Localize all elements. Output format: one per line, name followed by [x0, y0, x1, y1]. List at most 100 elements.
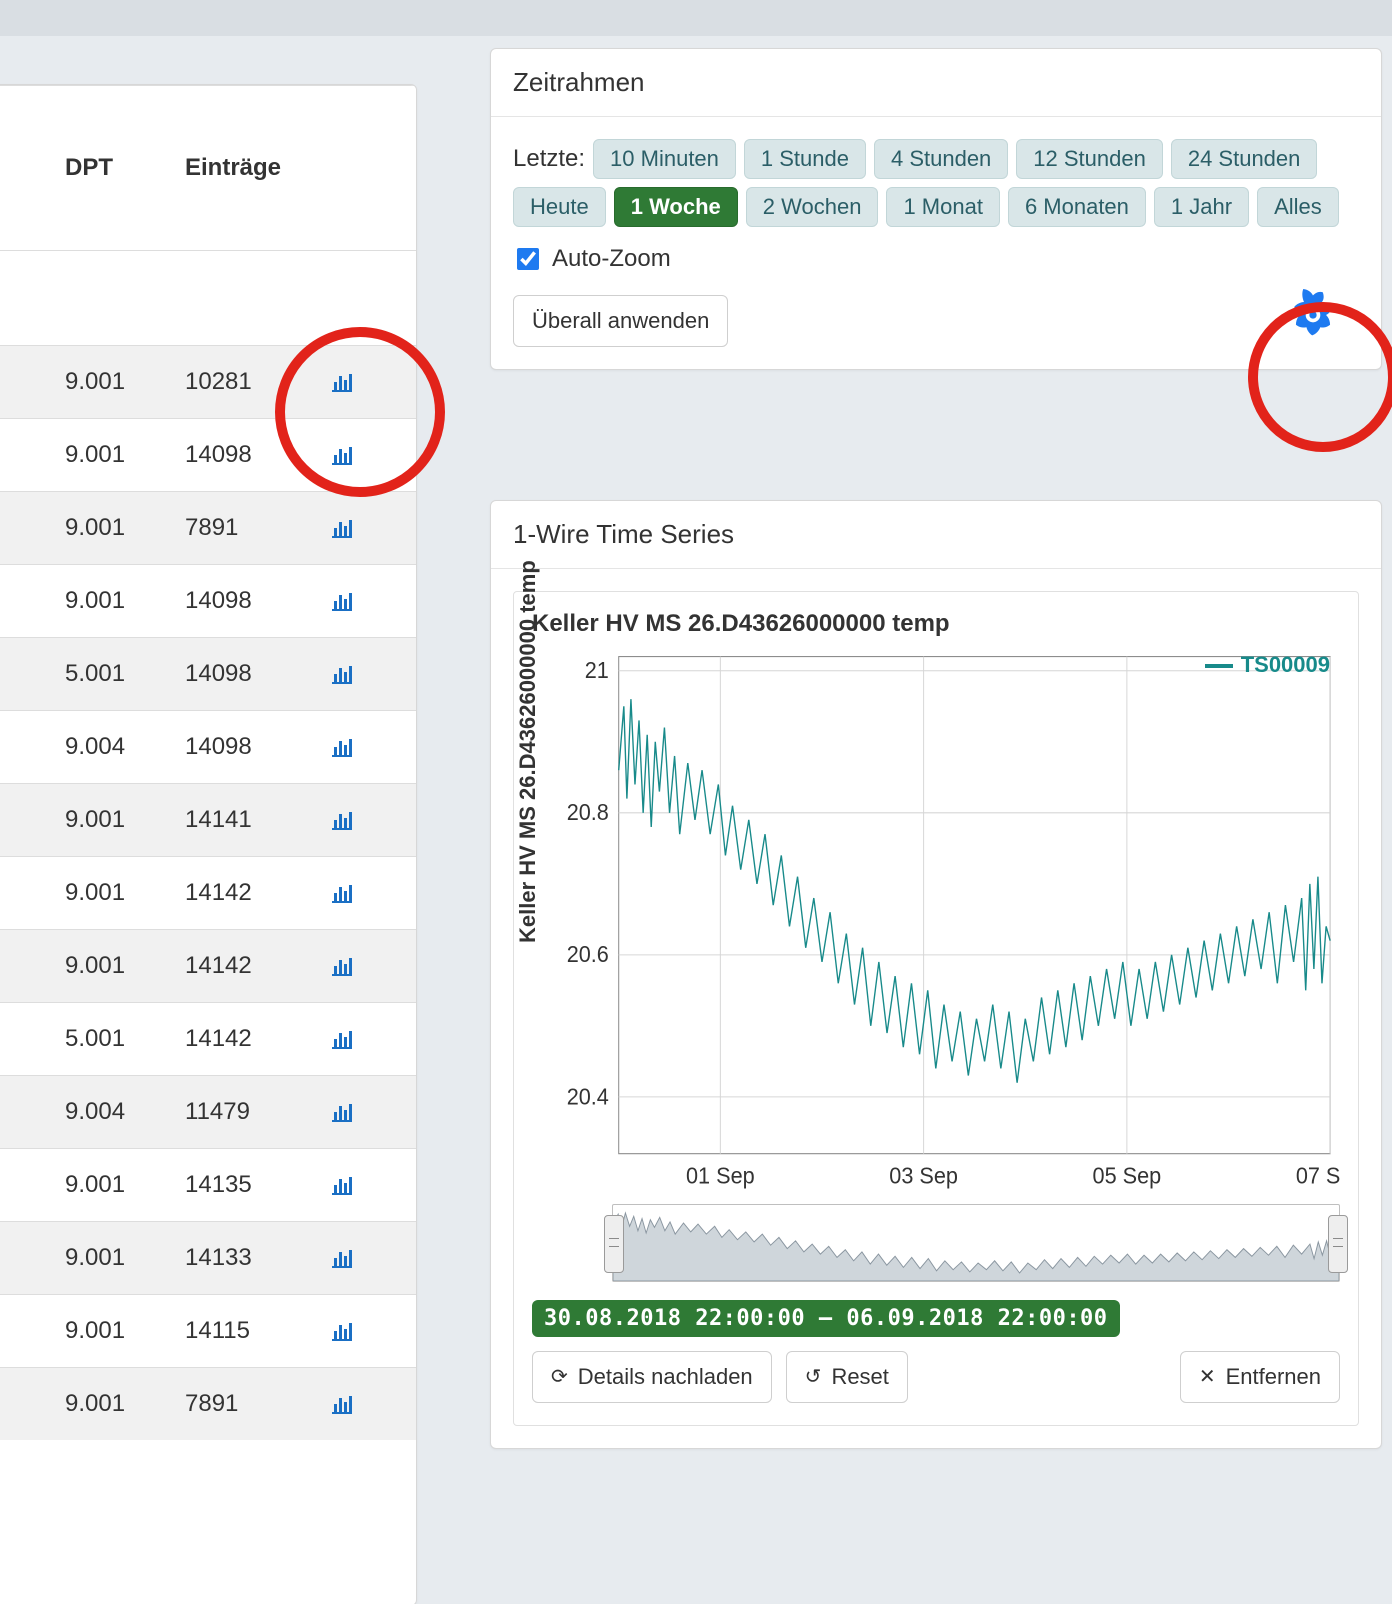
col-entries: Einträge: [171, 86, 316, 251]
open-chart-icon[interactable]: [330, 1027, 402, 1051]
open-chart-icon[interactable]: [330, 1100, 402, 1124]
cell-dpt: 9.001: [51, 1295, 171, 1368]
open-chart-icon[interactable]: [330, 662, 402, 686]
open-chart-icon[interactable]: [330, 881, 402, 905]
cell-entries: 14098: [171, 711, 316, 784]
apply-everywhere-button[interactable]: Überall anwenden: [513, 295, 728, 347]
table-row: 9.00114142: [0, 930, 416, 1003]
svg-text:05 Sep: 05 Sep: [1093, 1163, 1162, 1189]
open-chart-icon[interactable]: [330, 1173, 402, 1197]
timeframe-prefix: Letzte:: [513, 145, 585, 173]
timeframe-pill[interactable]: 12 Stunden: [1016, 139, 1163, 179]
range-badge: 30.08.2018 22:00:00 – 06.09.2018 22:00:0…: [532, 1300, 1120, 1337]
open-chart-icon[interactable]: [330, 1392, 402, 1416]
cell-entries: 11479: [171, 1076, 316, 1149]
timeframe-pill[interactable]: Heute: [513, 187, 606, 227]
data-table-panel: DPT Einträge 9.001102819.001140989.00178…: [0, 84, 417, 1604]
svg-text:20.4: 20.4: [567, 1084, 609, 1110]
table-row: 9.00114115: [0, 1295, 416, 1368]
series-legend: TS00009: [1205, 652, 1330, 678]
navigator-handle-right[interactable]: [1328, 1215, 1348, 1273]
chart-navigator[interactable]: [612, 1204, 1340, 1282]
timeframe-pill[interactable]: 1 Jahr: [1154, 187, 1249, 227]
table-row: 9.00114135: [0, 1149, 416, 1222]
reload-details-button[interactable]: ⟳ Details nachladen: [532, 1351, 772, 1403]
undo-icon: ↺: [805, 1367, 822, 1387]
cell-hidden: [0, 1003, 51, 1076]
reset-button[interactable]: ↺ Reset: [786, 1351, 908, 1403]
chart-title: Keller HV MS 26.D43626000000 temp: [532, 610, 1340, 638]
table-row: 5.00114098: [0, 638, 416, 711]
open-chart-icon[interactable]: [330, 735, 402, 759]
navigator-handle-left[interactable]: [604, 1215, 624, 1273]
open-chart-icon[interactable]: [330, 589, 402, 613]
cell-hidden: [0, 638, 51, 711]
cell-hidden: [0, 492, 51, 565]
open-chart-icon[interactable]: [330, 1246, 402, 1270]
timeframe-pill[interactable]: 1 Woche: [614, 187, 738, 227]
cell-dpt: 9.001: [51, 1368, 171, 1441]
cell-hidden: [0, 1076, 51, 1149]
data-table: DPT Einträge 9.001102819.001140989.00178…: [0, 85, 416, 1440]
grafana-icon[interactable]: [1287, 289, 1339, 341]
svg-text:07 Sep: 07 Sep: [1296, 1163, 1340, 1189]
col-action: [316, 86, 416, 251]
svg-text:20.8: 20.8: [567, 800, 609, 826]
cell-dpt: 9.001: [51, 419, 171, 492]
close-icon: ✕: [1199, 1367, 1216, 1387]
filter-row: [0, 251, 416, 346]
timeframe-pill[interactable]: 1 Monat: [886, 187, 1000, 227]
open-chart-icon[interactable]: [330, 516, 402, 540]
open-chart-icon[interactable]: [330, 1319, 402, 1343]
cell-entries: 14142: [171, 857, 316, 930]
reset-label: Reset: [831, 1364, 888, 1390]
table-row: 9.0017891: [0, 1368, 416, 1441]
timeframe-pill[interactable]: 2 Wochen: [746, 187, 879, 227]
cell-entries: 7891: [171, 492, 316, 565]
table-row: 9.00114142: [0, 857, 416, 930]
autozoom-checkbox[interactable]: [517, 248, 539, 270]
cell-dpt: 9.004: [51, 711, 171, 784]
timeframe-pill[interactable]: Alles: [1257, 187, 1339, 227]
cell-hidden: [0, 346, 51, 419]
cell-hidden: [0, 1222, 51, 1295]
table-row: 9.00114141: [0, 784, 416, 857]
cell-dpt: 9.001: [51, 857, 171, 930]
timeframe-pill[interactable]: 24 Stunden: [1171, 139, 1318, 179]
cell-entries: 14115: [171, 1295, 316, 1368]
cell-hidden: [0, 565, 51, 638]
timeframe-pill[interactable]: 6 Monaten: [1008, 187, 1146, 227]
cell-hidden: [0, 784, 51, 857]
cell-entries: 14098: [171, 565, 316, 638]
zeitrahmen-title: Zeitrahmen: [491, 49, 1381, 117]
table-row: 9.00414098: [0, 711, 416, 784]
timeframe-pill[interactable]: 1 Stunde: [744, 139, 866, 179]
cell-entries: 14133: [171, 1222, 316, 1295]
table-row: 9.0017891: [0, 492, 416, 565]
open-chart-icon[interactable]: [330, 370, 402, 394]
open-chart-icon[interactable]: [330, 443, 402, 467]
table-row: 9.00114133: [0, 1222, 416, 1295]
open-chart-icon[interactable]: [330, 954, 402, 978]
cell-entries: 14135: [171, 1149, 316, 1222]
cell-entries: 14141: [171, 784, 316, 857]
timeseries-panel: 1-Wire Time Series Keller HV MS 26.D4362…: [490, 500, 1382, 1449]
cell-dpt: 9.001: [51, 346, 171, 419]
cell-dpt: 9.001: [51, 1222, 171, 1295]
line-chart[interactable]: 20.420.620.82101 Sep03 Sep05 Sep07 Sep: [532, 646, 1340, 1196]
autozoom-line[interactable]: Auto-Zoom: [513, 245, 1359, 273]
cell-hidden: [0, 930, 51, 1003]
remove-button[interactable]: ✕ Entfernen: [1180, 1351, 1340, 1403]
table-row: 9.00411479: [0, 1076, 416, 1149]
chart-card: Keller HV MS 26.D43626000000 temp TS0000…: [513, 591, 1359, 1426]
cell-hidden: [0, 857, 51, 930]
timeframe-pill[interactable]: 4 Stunden: [874, 139, 1008, 179]
svg-text:21: 21: [585, 657, 609, 683]
open-chart-icon[interactable]: [330, 808, 402, 832]
cell-dpt: 9.001: [51, 565, 171, 638]
col-hidden: [0, 86, 51, 251]
cell-dpt: 9.001: [51, 1149, 171, 1222]
cell-hidden: [0, 1149, 51, 1222]
timeframe-pill[interactable]: 10 Minuten: [593, 139, 736, 179]
svg-text:20.6: 20.6: [567, 942, 609, 968]
